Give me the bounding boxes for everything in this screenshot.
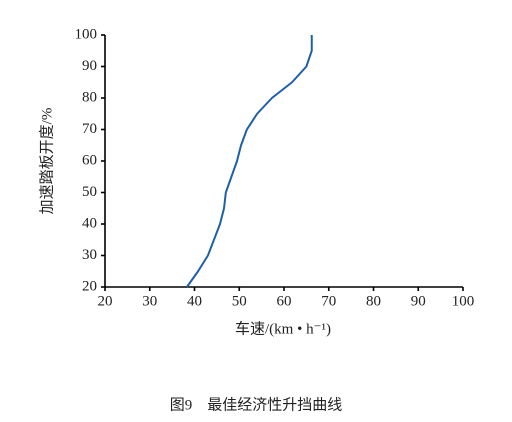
y-tick-label: 60: [82, 152, 97, 168]
data-line: [186, 35, 313, 288]
y-tick-label: 20: [82, 278, 97, 294]
y-axis-label: 加速踏板开度/%: [37, 108, 55, 215]
y-tick-label: 100: [75, 26, 98, 42]
x-tick-label: 20: [98, 293, 113, 309]
x-tick-label: 60: [277, 293, 292, 309]
x-tick-label: 50: [232, 293, 247, 309]
y-tick-label: 80: [82, 89, 97, 105]
x-tick-label: 30: [142, 293, 157, 309]
x-tick-label: 90: [411, 293, 426, 309]
y-tick-label: 30: [82, 247, 97, 263]
x-tick-label: 100: [452, 293, 475, 309]
x-tick-label: 40: [187, 293, 202, 309]
x-axis-label: 车速/(km • h⁻¹): [235, 320, 331, 337]
y-tick-label: 50: [82, 184, 97, 200]
y-tick-label: 40: [82, 215, 97, 231]
y-tick-label: 90: [82, 58, 97, 74]
caption: 图9 最佳经济性升挡曲线: [170, 396, 343, 413]
x-tick-label: 70: [321, 293, 336, 309]
y-tick-label: 70: [82, 121, 97, 137]
x-tick-label: 80: [366, 293, 381, 309]
